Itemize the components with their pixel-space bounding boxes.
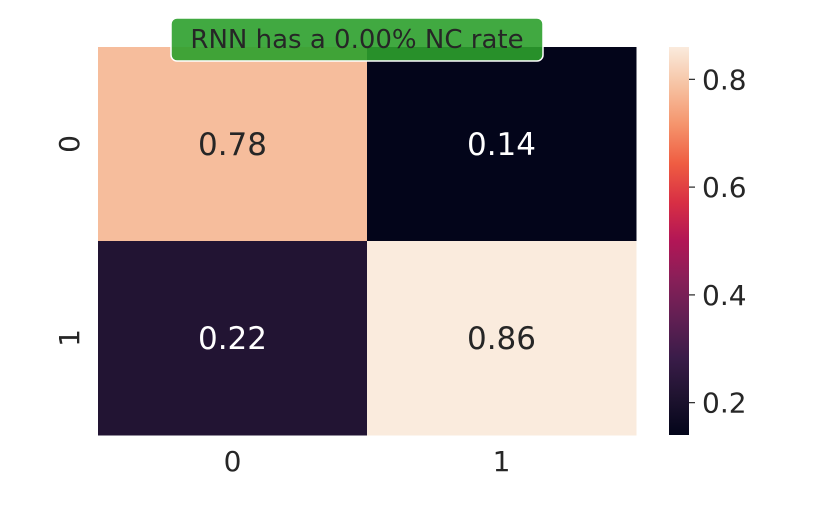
y-axis-ticks: 01 xyxy=(53,135,86,347)
x-tick-label-1: 1 xyxy=(493,445,511,478)
title-text: RNN has a 0.00% NC rate xyxy=(190,25,523,55)
cell-value-label-r0-c0: 0.78 xyxy=(198,127,267,163)
y-tick-label-0: 0 xyxy=(53,135,86,153)
cell-value-label-r1-c0: 0.22 xyxy=(198,321,267,357)
chart-title: RNN has a 0.00% NC rate xyxy=(170,17,544,62)
colorbar-ticks: 0.2 0.4 0.6 0.8 xyxy=(689,63,747,420)
heatmap-cells xyxy=(98,47,637,436)
heatmap-cell-labels: 0.78 0.14 0.22 0.86 xyxy=(198,127,536,357)
colorbar-tick-label-2: 0.6 xyxy=(702,171,747,204)
colorbar-tick-label-0: 0.2 xyxy=(702,387,747,420)
heatmap-cell-r0-c1 xyxy=(367,47,637,242)
heatmap-cell-r0-c0 xyxy=(98,47,368,242)
heatmap-cell-r1-c1 xyxy=(367,241,637,436)
y-tick-label-1: 1 xyxy=(53,329,86,347)
colorbar-tick-label-3: 0.8 xyxy=(702,63,747,96)
cell-value-label-r0-c1: 0.14 xyxy=(467,127,536,163)
cell-value-label-r1-c1: 0.86 xyxy=(467,321,536,357)
colorbar-tick-label-1: 0.4 xyxy=(702,279,747,312)
x-tick-label-0: 0 xyxy=(224,445,242,478)
title-box xyxy=(170,17,544,62)
colorbar xyxy=(669,47,689,435)
heatmap-cell-r1-c0 xyxy=(98,241,368,436)
